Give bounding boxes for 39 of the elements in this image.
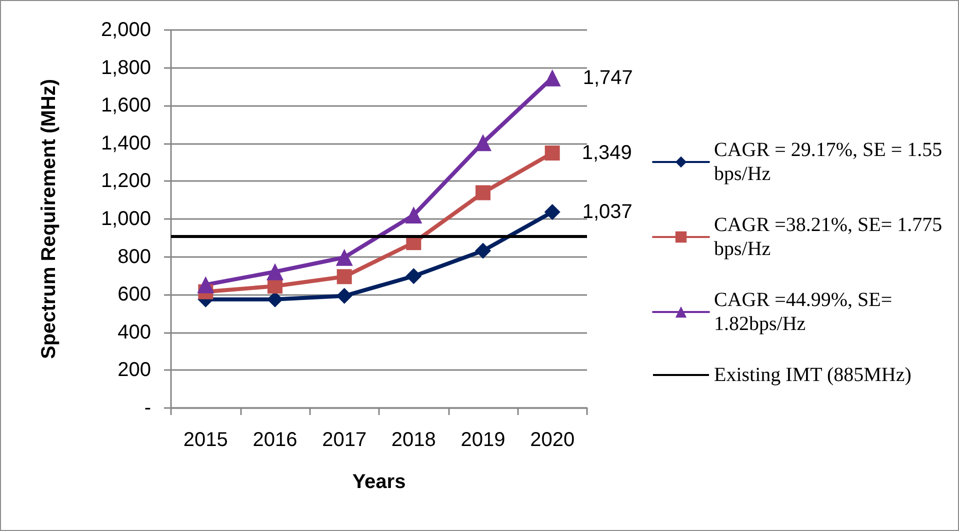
y-tick-label: 800 [118,246,151,268]
y-tick-label: 2,000 [100,19,151,41]
data-label: 1,747 [582,66,633,89]
x-tick-label: 2015 [183,429,228,451]
y-tick-label: 1,800 [100,56,151,79]
y-tick-label: 1,400 [100,132,151,154]
legend-label: CAGR =44.99%, SE= 1.82bps/Hz [714,289,898,335]
x-tick-label: 2017 [322,429,367,451]
x-tick-label: 2016 [252,429,298,451]
x-tick-label: 2020 [530,429,575,451]
y-tick-label: 200 [118,359,151,382]
point [476,185,490,200]
y-tick-label: 1,200 [100,170,151,192]
y-tick-label: 400 [118,321,151,344]
point [544,204,560,220]
y-tick-label: 600 [118,284,151,306]
legend-label: CAGR = 29.17%, SE = 1.55 bps/Hz [714,139,948,185]
x-tick-label: 2019 [460,429,506,451]
point [406,268,422,284]
x-tick-label: 2018 [391,429,436,451]
legend-label: CAGR =38.21%, SE= 1.775 bps/Hz [714,214,948,260]
legend-label: Existing IMT (885MHz) [714,364,912,386]
point [336,248,353,266]
point [475,242,491,259]
y-tick-label: 1,000 [100,208,151,230]
y-tick-label: 1,600 [100,94,151,117]
point [474,134,492,152]
point [336,269,352,284]
y-axis-title: Spectrum Requirement (MHz) [38,78,60,360]
data-label: 1,349 [582,142,632,164]
y-tick-label: - [144,397,151,419]
point [197,276,214,294]
point [336,288,352,304]
point [268,278,282,294]
point [266,263,284,280]
point [544,146,560,161]
x-axis-title: Years [352,471,406,493]
data-label: 1,037 [582,201,632,224]
point [405,206,422,224]
